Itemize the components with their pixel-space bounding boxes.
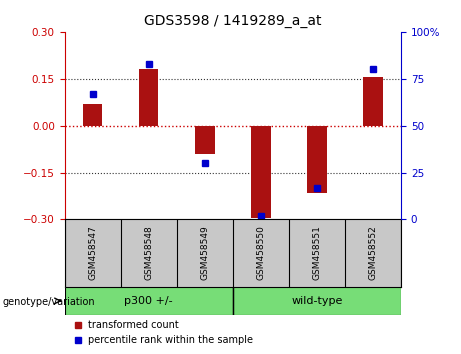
Bar	[195, 126, 214, 154]
Bar	[307, 126, 327, 193]
Text: wild-type: wild-type	[291, 296, 343, 306]
Text: GSM458549: GSM458549	[200, 225, 209, 280]
Text: GSM458548: GSM458548	[144, 225, 153, 280]
Text: p300 +/-: p300 +/-	[124, 296, 173, 306]
Bar	[65, 287, 233, 315]
Bar	[251, 126, 271, 218]
Text: GSM458552: GSM458552	[368, 225, 378, 280]
Bar	[363, 77, 383, 126]
Text: GSM458550: GSM458550	[256, 225, 266, 280]
Bar	[83, 104, 102, 126]
Bar	[139, 69, 159, 126]
Bar	[233, 287, 401, 315]
Text: GSM458547: GSM458547	[88, 225, 97, 280]
Text: genotype/variation: genotype/variation	[2, 297, 95, 307]
Text: GSM458551: GSM458551	[313, 225, 321, 280]
Legend: transformed count, percentile rank within the sample: transformed count, percentile rank withi…	[70, 316, 257, 349]
Title: GDS3598 / 1419289_a_at: GDS3598 / 1419289_a_at	[144, 14, 322, 28]
